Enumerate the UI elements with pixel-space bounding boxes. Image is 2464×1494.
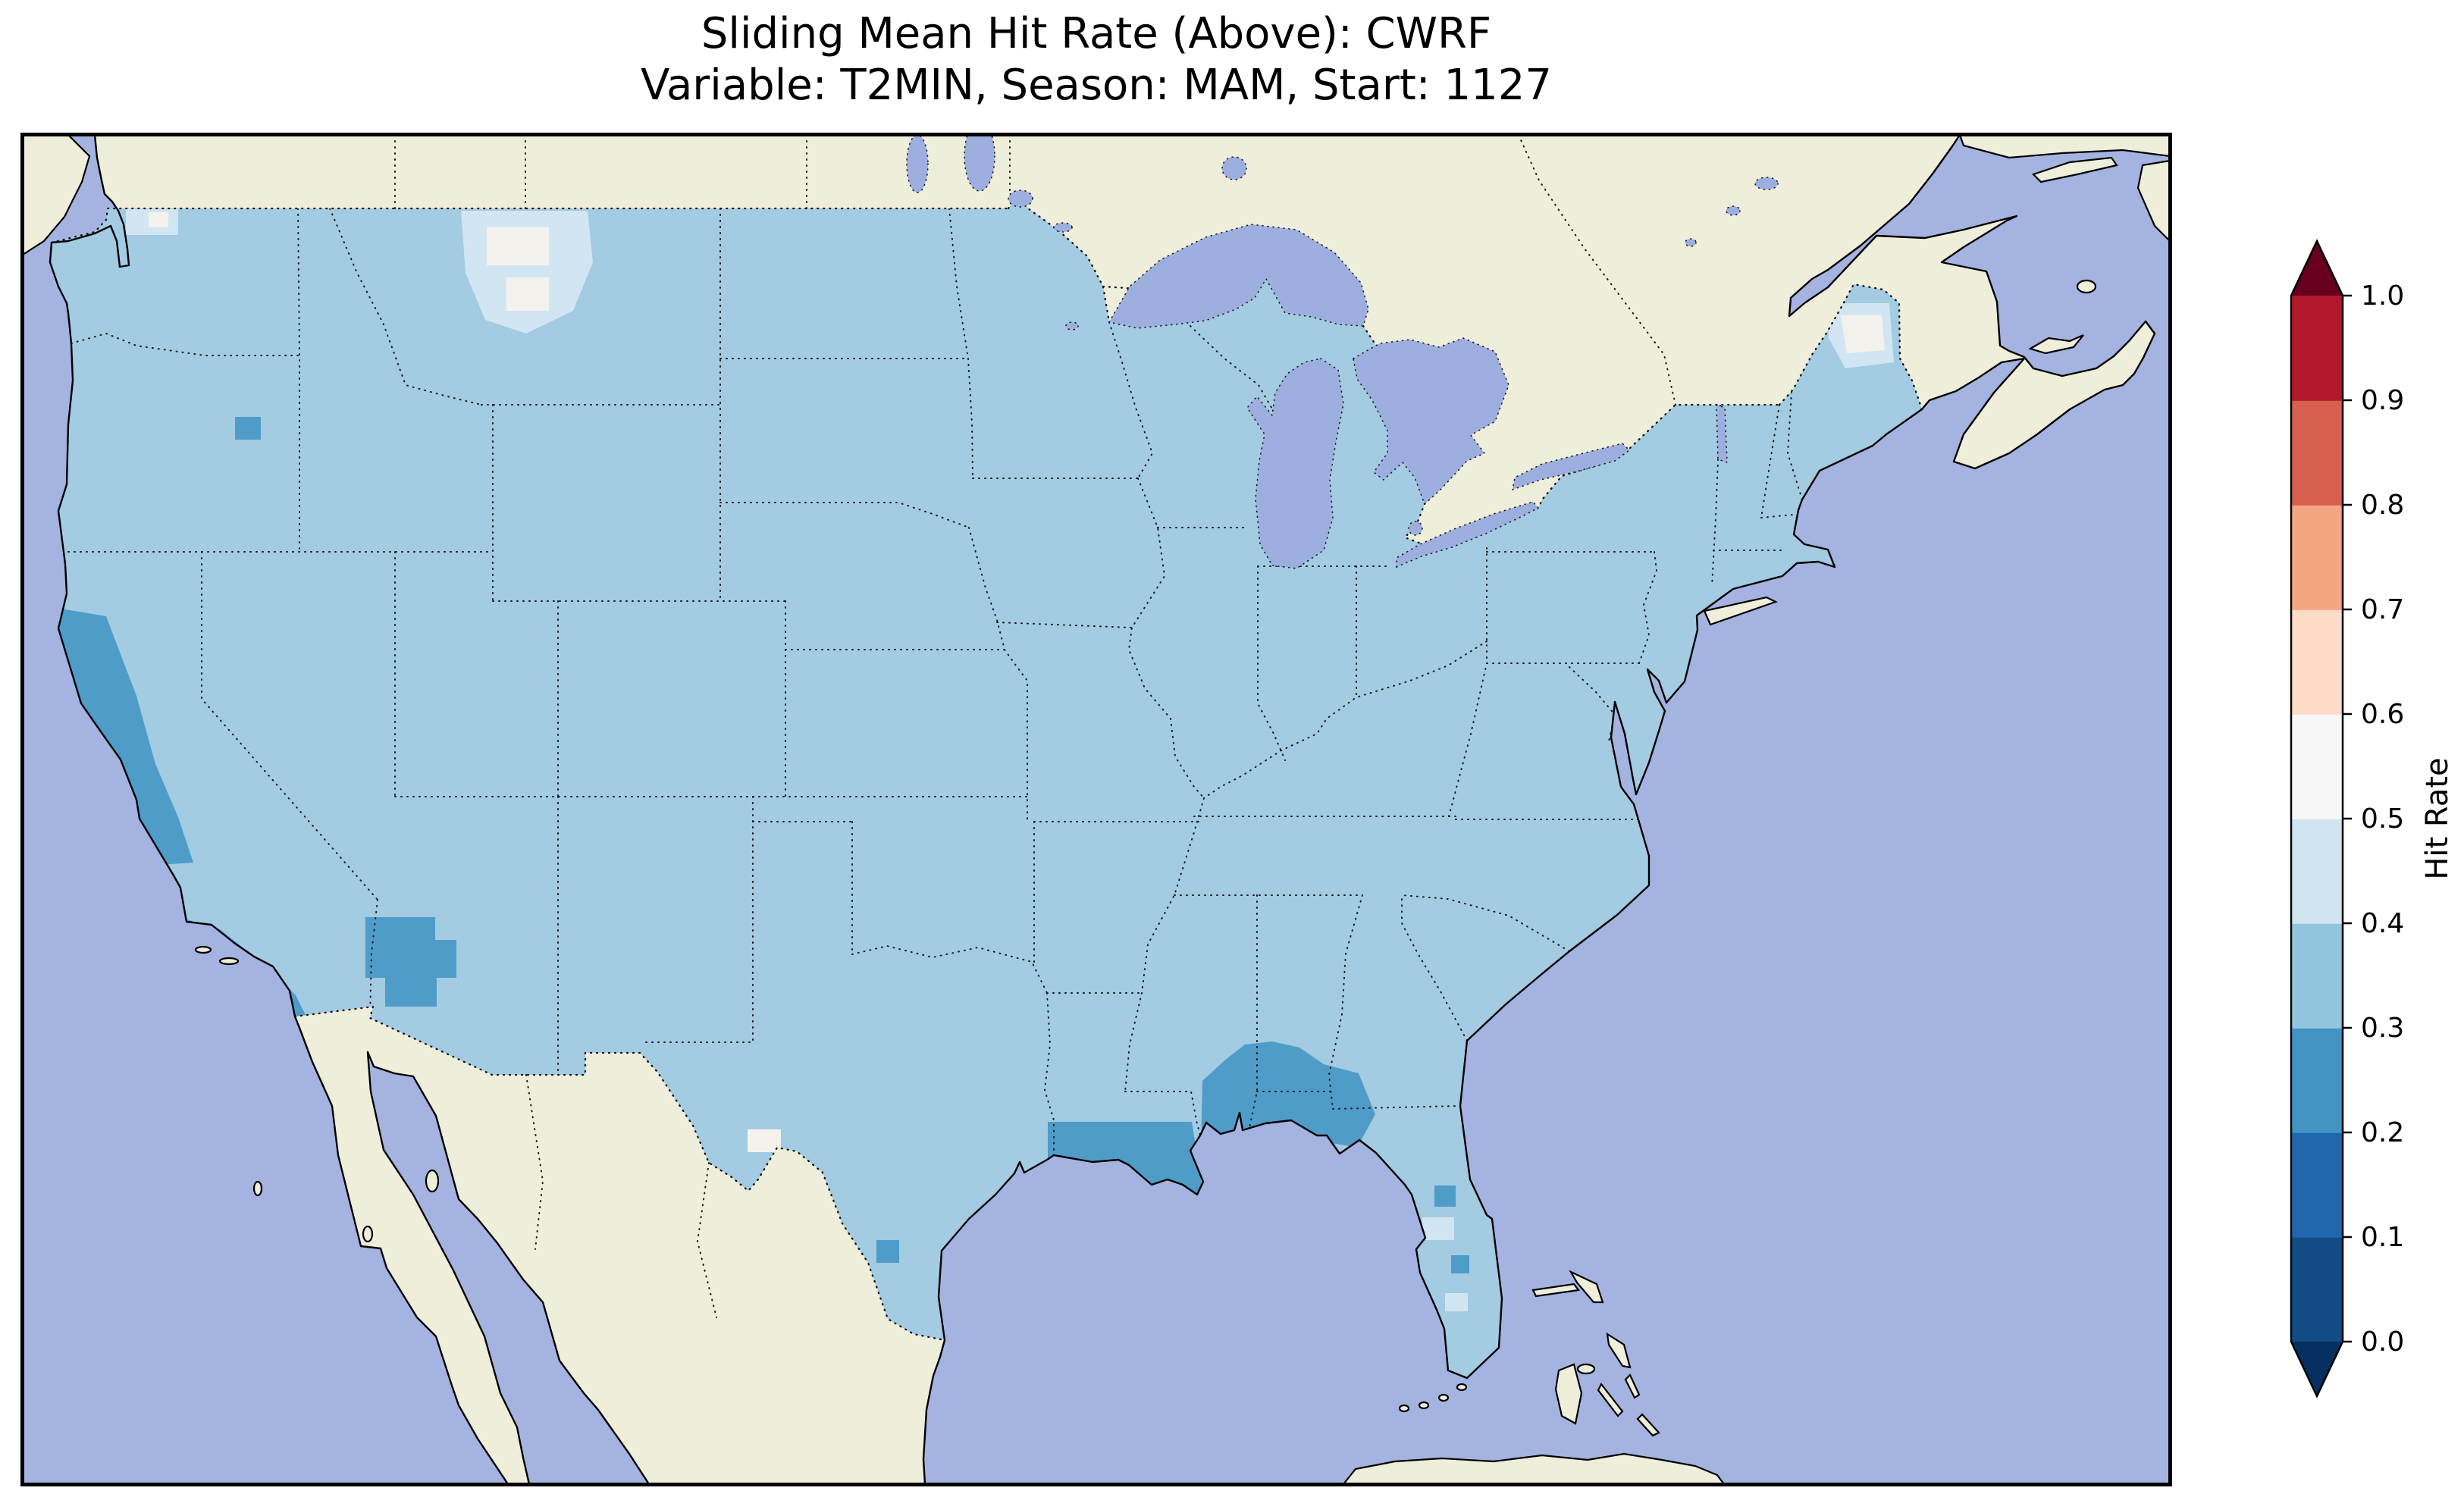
map-axes [20, 133, 2172, 1486]
svg-text:0.1: 0.1 [2361, 1222, 2404, 1253]
figure-title-line2: Variable: T2MIN, Season: MAM, Start: 112… [640, 61, 1552, 110]
florida-key [1437, 1393, 1450, 1402]
lake-ontario [1511, 443, 1631, 491]
florida-key [1398, 1404, 1410, 1413]
patch-gulf-ms-al-fl-dark [1201, 1041, 1375, 1148]
channel-island [218, 957, 240, 966]
eleuthera [1606, 1332, 1632, 1369]
patch-florida-dark [1451, 1255, 1469, 1273]
svg-text:1.0: 1.0 [2361, 280, 2404, 312]
florida-key [1456, 1383, 1468, 1392]
quebec-lake [1726, 205, 1741, 216]
svg-text:0.3: 0.3 [2361, 1013, 2404, 1044]
patch-washington-white [149, 212, 168, 227]
lake-winnipeg [964, 135, 995, 192]
svg-text:0.8: 0.8 [2361, 490, 2404, 521]
colorbar: 0.0 0.1 0.2 0.3 0.4 0.5 0.6 0.7 0.8 0.9 1.0 Hit Rat… [2276, 226, 2464, 1408]
exuma-chain [1597, 1382, 1624, 1417]
minnesota-lake [1065, 321, 1079, 330]
cedros-island [362, 1225, 374, 1243]
newfoundland-corner [2136, 159, 2170, 243]
magdalen-islands [2076, 279, 2097, 294]
vancouver-island [23, 135, 91, 256]
patch-florida-light [1422, 1217, 1454, 1240]
patch-montana-white [487, 227, 549, 265]
state-borders [67, 208, 1803, 1156]
lakes [906, 135, 1779, 569]
colorbar-svg: 0.0 0.1 0.2 0.3 0.4 0.5 0.6 0.7 0.8 0.9 1.0 Hit Rat… [2290, 239, 2455, 1398]
lake-manitoba [906, 135, 929, 193]
lake-st-clair [1408, 521, 1423, 536]
figure-title-line1: Sliding Mean Hit Rate (Above): CWRF [701, 9, 1492, 58]
anticosti-island [2031, 156, 2118, 183]
lake-huron [1353, 337, 1509, 506]
patch-louisiana-coast-dark [1048, 1122, 1204, 1198]
svg-text:0.5: 0.5 [2361, 803, 2404, 835]
florida-key [1418, 1401, 1430, 1410]
islands [23, 135, 2170, 1484]
us-hit-rate-map [23, 135, 2170, 1484]
lake-champlain [1716, 403, 1728, 464]
quebec-lake [1685, 238, 1697, 247]
long-island-bahamas [1636, 1413, 1660, 1437]
svg-text:0.0: 0.0 [2361, 1326, 2404, 1358]
lake-erie [1396, 501, 1540, 568]
coastlines [49, 135, 2156, 1484]
patch-south-texas-dark [876, 1240, 899, 1263]
cuba [1342, 1452, 1726, 1484]
svg-text:Hit Rate: Hit Rate [2420, 757, 2455, 879]
patch-florida-dark [1434, 1185, 1456, 1207]
guadalupe-island [252, 1180, 263, 1197]
patch-oregon-dark [235, 417, 261, 440]
new-providence [1576, 1363, 1596, 1375]
channel-island [194, 945, 212, 954]
svg-text:0.7: 0.7 [2361, 594, 2404, 625]
rainy-lake [1053, 222, 1073, 233]
andros [1554, 1363, 1583, 1425]
province-borders [394, 135, 1676, 1318]
patch-florida-light [1445, 1293, 1468, 1311]
tiburon-island [425, 1169, 440, 1193]
lake-of-the-woods [1008, 189, 1033, 208]
patch-west-texas-white [748, 1129, 781, 1152]
patch-maine-white [1841, 315, 1885, 353]
patch-norcal-coast-dark [50, 605, 193, 866]
svg-text:0.9: 0.9 [2361, 385, 2404, 416]
abaco [1569, 1270, 1604, 1304]
patch-arizona-dark [365, 917, 456, 1007]
quebec-north-shore [1958, 135, 2170, 159]
lake-nipigon [1221, 156, 1247, 180]
patch-montana-white [506, 277, 549, 311]
svg-text:0.2: 0.2 [2361, 1117, 2404, 1148]
svg-text:0.6: 0.6 [2361, 699, 2404, 730]
lake-superior [1108, 224, 1369, 329]
svg-text:0.4: 0.4 [2361, 908, 2404, 939]
lake-michigan [1246, 358, 1344, 569]
cat-island [1624, 1373, 1641, 1399]
prince-edward-island [2028, 334, 2084, 355]
grand-bahama [1531, 1283, 1580, 1298]
lac-st-jean [1754, 177, 1779, 190]
long-island [1703, 596, 1778, 626]
